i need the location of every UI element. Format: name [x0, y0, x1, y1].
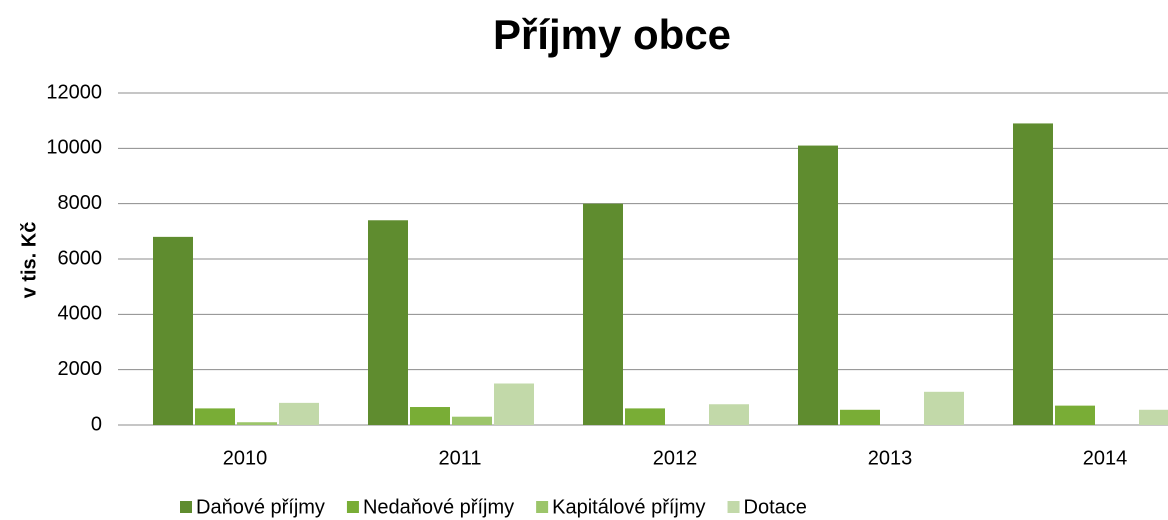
bar [452, 416, 492, 425]
bar [798, 145, 838, 426]
bar [1055, 405, 1095, 425]
x-tick-label: 2011 [438, 447, 481, 469]
bar [1139, 409, 1168, 425]
x-tick-label: 2014 [1083, 447, 1128, 469]
bar [368, 220, 408, 425]
bar [625, 408, 665, 425]
legend-swatch [346, 501, 359, 513]
x-tick-label: 2012 [653, 447, 698, 469]
bar [237, 422, 277, 425]
y-axis-label: v tis. Kč [18, 222, 40, 299]
bar [153, 236, 193, 425]
x-tick-label: 2010 [223, 447, 268, 469]
legend-label: Kapitálové příjmy [552, 496, 705, 518]
chart-title: Příjmy obce [493, 11, 731, 58]
bar [709, 404, 749, 425]
bar [279, 402, 319, 425]
legend-swatch [727, 501, 740, 513]
bar [195, 408, 235, 425]
y-tick-label: 6000 [58, 247, 103, 269]
bar [410, 407, 450, 425]
y-tick-label: 10000 [46, 137, 102, 159]
bar [924, 391, 964, 425]
legend-label: Nedaňové příjmy [363, 496, 514, 518]
x-tick-label: 2013 [868, 447, 913, 469]
y-tick-label: 4000 [58, 303, 103, 325]
y-tick-label: 2000 [58, 358, 103, 380]
legend-swatch [180, 501, 192, 513]
legend-label: Dotace [744, 496, 807, 518]
bar [583, 203, 623, 425]
y-tick-label: 0 [91, 413, 102, 435]
y-tick-label: 12000 [46, 81, 102, 103]
legend-swatch [536, 501, 549, 513]
bar [1013, 123, 1053, 425]
y-tick-label: 8000 [58, 192, 103, 214]
bar [494, 383, 534, 425]
bar [840, 409, 880, 425]
legend-label: Daňové příjmy [196, 496, 325, 518]
